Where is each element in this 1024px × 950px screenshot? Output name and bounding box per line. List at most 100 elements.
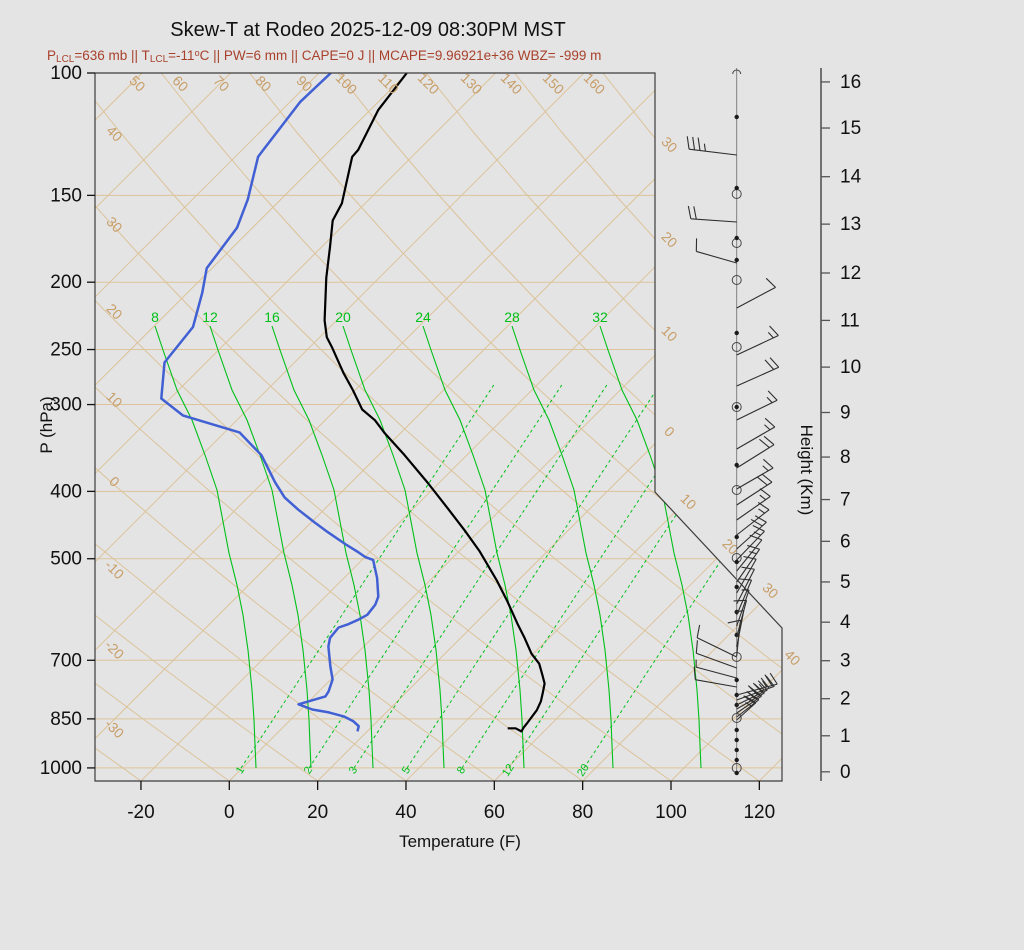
height-tick-label: 1 xyxy=(840,726,851,747)
height-tick-label: 5 xyxy=(840,572,851,593)
mixing-ratio-label: 2 xyxy=(302,765,315,777)
wind-barb-icon xyxy=(695,238,737,264)
height-tick-label: 9 xyxy=(840,403,851,424)
wind-barb-icon xyxy=(736,488,771,521)
isotherm-line xyxy=(95,73,761,781)
dry-adiabat-line xyxy=(95,73,782,781)
station-circle-icon xyxy=(731,713,742,723)
moist-adiabat-label: 8 xyxy=(151,309,159,325)
station-dot-icon xyxy=(734,584,739,590)
temperature-tick-label: 120 xyxy=(743,802,775,823)
isotherm-label: 30 xyxy=(103,213,125,235)
isotherm-label: 100 xyxy=(333,70,361,98)
isotherm-label: 10 xyxy=(103,388,125,410)
isotherm-line xyxy=(95,73,496,781)
station-dot-icon xyxy=(734,677,739,683)
moist-adiabat-label: 12 xyxy=(202,309,218,325)
wind-barb-icon xyxy=(736,473,773,506)
wind-barb-column xyxy=(686,68,780,776)
height-tick-label: 13 xyxy=(840,214,861,235)
isotherm-line xyxy=(405,73,782,781)
wind-barb-icon xyxy=(695,640,737,669)
isotherm-label: 130 xyxy=(458,70,486,98)
moist-adiabat-line xyxy=(342,325,445,769)
station-dot-icon xyxy=(734,747,739,753)
dry-adiabat-line xyxy=(95,73,495,781)
mixing-ratio-label: 1 xyxy=(234,765,247,777)
wind-barb-icon xyxy=(736,525,765,561)
station-dot-icon xyxy=(734,404,739,410)
station-circle-icon xyxy=(731,402,742,412)
skewt-grid xyxy=(95,73,1024,781)
wind-barb-icon xyxy=(686,136,737,156)
isotherm-line xyxy=(228,73,782,781)
moist-adiabat-line xyxy=(599,325,702,769)
moist-adiabat-line xyxy=(271,325,374,769)
pressure-tick-label: 500 xyxy=(50,549,82,570)
station-circle-icon xyxy=(731,485,742,495)
isotherm-label: -30 xyxy=(102,716,128,742)
isotherm-line xyxy=(95,73,320,781)
mixing-ratio-label: 8 xyxy=(455,765,468,777)
isotherm-line xyxy=(140,73,782,781)
isotherm-label: 160 xyxy=(581,70,609,98)
isotherm-label: 20 xyxy=(103,300,125,322)
wind-barb-icon xyxy=(727,619,742,657)
moist-adiabat-line xyxy=(511,325,614,769)
subtitle-sup: o xyxy=(195,48,200,58)
isotherm-label: 70 xyxy=(210,72,232,94)
isotherm-line xyxy=(95,73,585,781)
wind-barb-icon xyxy=(736,534,763,572)
wind-barb-icon xyxy=(733,599,748,638)
isotherm-line xyxy=(848,73,1024,781)
calm-cap-icon xyxy=(732,69,742,75)
moist-adiabat-line xyxy=(154,325,257,769)
dry-adiabat-line xyxy=(160,73,782,781)
isotherm-line xyxy=(95,73,231,781)
subtitle-part: C || PW=6 mm || CAPE=0 J || MCAPE=9.9692… xyxy=(200,48,602,63)
isotherm-line xyxy=(582,73,782,781)
temperature-tick-label: 100 xyxy=(655,802,687,823)
pressure-axis-title: P (hPa) xyxy=(37,396,56,453)
height-tick-label: 11 xyxy=(840,310,860,331)
wind-barb-icon xyxy=(736,325,779,356)
dry-adiabat-line xyxy=(95,73,318,781)
isotherm-label: 140 xyxy=(498,70,526,98)
station-dot-icon xyxy=(734,235,739,241)
dry-adiabat-line xyxy=(95,73,142,781)
isotherm-line xyxy=(95,73,143,781)
station-dot-icon xyxy=(734,534,739,540)
station-dot-icon xyxy=(734,559,739,565)
height-tick-label: 12 xyxy=(840,263,861,284)
mixing-ratio-line xyxy=(353,384,608,769)
moist-adiabat-label: 20 xyxy=(335,309,351,325)
subtitle-part: =636 mb || T xyxy=(74,48,149,63)
wind-barb-icon xyxy=(736,435,775,469)
wind-barb-icon xyxy=(693,666,737,688)
dry-adiabat-line xyxy=(249,73,782,781)
height-axis-title: Height (Km) xyxy=(797,425,816,516)
dry-adiabat-line xyxy=(95,73,407,781)
isotherm-line xyxy=(493,73,782,781)
pressure-tick-label: 250 xyxy=(50,340,82,361)
mixing-ratio-label: 5 xyxy=(400,765,413,777)
wind-barb-icon xyxy=(736,695,757,721)
station-dot-icon xyxy=(734,462,739,468)
temperature-tick-label: -20 xyxy=(127,802,154,823)
isotherm-label: 0 xyxy=(661,423,678,440)
moist-adiabat-label: 24 xyxy=(415,309,431,325)
subtitle-sub: LCL xyxy=(56,54,75,65)
mixing-ratio-label: 20 xyxy=(575,762,592,779)
mixing-ratio-line xyxy=(406,384,661,769)
pressure-axis: 100 150 200 250 300 400 500 700 850 1000 xyxy=(40,63,95,779)
temperature-curve xyxy=(323,73,546,733)
pressure-tick-label: 700 xyxy=(50,650,82,671)
mixing-ratio-label: 3 xyxy=(347,765,360,777)
pressure-tick-label: 1000 xyxy=(40,758,82,779)
height-tick-label: 0 xyxy=(840,762,851,783)
mixing-ratio-line xyxy=(308,384,563,769)
pressure-tick-label: 400 xyxy=(50,481,82,502)
wind-barb-icon xyxy=(687,205,737,223)
